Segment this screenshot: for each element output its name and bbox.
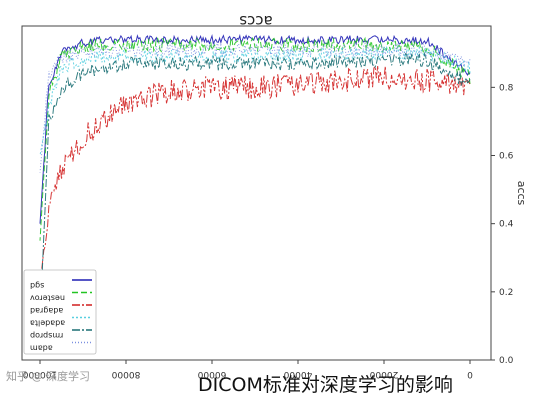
series-line-rmsprop xyxy=(39,51,471,326)
x-tick-label: 80000 xyxy=(111,369,140,379)
y-tick-label: 0.4 xyxy=(499,220,514,230)
plot-frame xyxy=(21,25,492,361)
caption: DICOM标准对深度学习的影响 xyxy=(198,374,453,396)
x-axis: 100000 80000 60000 40000 20000 0 xyxy=(23,360,473,379)
y-tick-label: 0.6 xyxy=(499,152,514,162)
series-line-adadelta xyxy=(39,44,471,156)
y-tick-label: 0.0 xyxy=(499,356,514,366)
legend-label: adagrad xyxy=(30,306,63,315)
y-tick-label: 0.8 xyxy=(499,83,514,93)
series-line-adam xyxy=(39,41,471,173)
y-tick-label: 0.2 xyxy=(499,288,513,298)
series-line-adagrad xyxy=(39,65,471,286)
legend-label: nesterov xyxy=(30,294,65,303)
series-layer xyxy=(39,33,471,326)
series-line-sgd xyxy=(39,33,471,224)
series-line-nesterov xyxy=(39,36,471,241)
legend-items: sgd nesterov adagrad adadelta rmsprop adam xyxy=(30,279,92,353)
x-tick-label: 20000 xyxy=(369,369,398,379)
chart-title: accs xyxy=(239,12,273,30)
y-axis: 0.0 0.2 0.4 0.6 0.8 xyxy=(491,83,514,366)
x-tick-label: 40000 xyxy=(283,369,312,379)
legend-label: rmsprop xyxy=(30,331,63,340)
x-tick-label: 0 xyxy=(467,369,473,379)
y-axis-label: accs xyxy=(515,181,528,206)
x-tick-label: 60000 xyxy=(197,369,226,379)
watermark: 知乎 @ 深度学习 xyxy=(6,370,90,383)
legend-label: sgd xyxy=(30,281,44,290)
x-tick-label: 100000 xyxy=(23,369,58,379)
legend-label: adam xyxy=(30,344,53,353)
legend: sgd nesterov adagrad adadelta rmsprop adam xyxy=(23,269,97,355)
legend-box xyxy=(23,269,97,355)
legend-label: adadelta xyxy=(30,319,65,328)
